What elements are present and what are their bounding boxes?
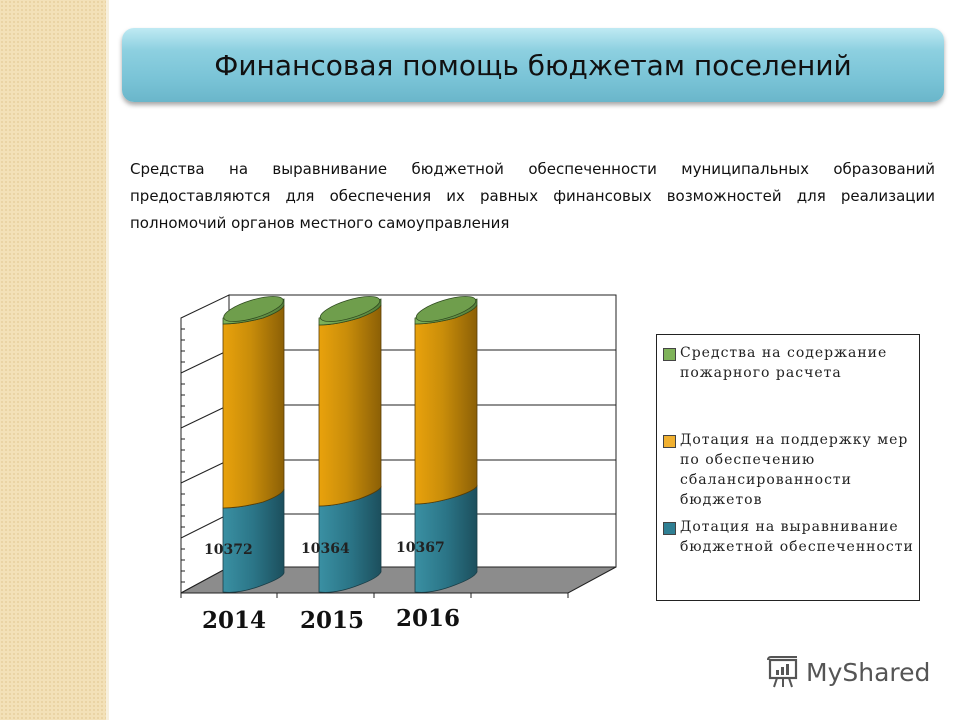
watermark: MyShared xyxy=(766,656,930,688)
page-title: Финансовая помощь бюджетам поселений xyxy=(214,48,852,82)
legend-item-fire-brigade: Средства на содержание пожарного расчета xyxy=(663,343,915,383)
stacked-cylinder-chart: 10372 10364 10367 2014 2015 2016 xyxy=(170,285,630,645)
data-label-2014: 10372 xyxy=(204,542,253,558)
y-axis xyxy=(180,318,185,593)
x-tick-label-2014: 2014 xyxy=(202,607,267,634)
legend-label: Средства на содержание пожарного расчета xyxy=(680,345,888,381)
data-label-2016: 10367 xyxy=(396,540,445,556)
x-axis xyxy=(180,592,569,598)
legend-swatch-green xyxy=(663,348,676,361)
legend-item-balance-subsidy: Дотация на поддержку мер по обеспечению … xyxy=(663,430,915,510)
chart-legend: Средства на содержание пожарного расчета… xyxy=(656,334,920,601)
bar-2015[interactable] xyxy=(318,291,383,593)
legend-label: Дотация на выравнивание бюджетной обеспе… xyxy=(680,519,914,555)
data-label-2015: 10364 xyxy=(301,541,350,557)
decorative-left-strip xyxy=(0,0,106,720)
legend-label: Дотация на поддержку мер по обеспечению … xyxy=(680,432,909,508)
watermark-text: MyShared xyxy=(806,657,931,687)
bar-2016[interactable] xyxy=(414,291,479,593)
legend-swatch-orange xyxy=(663,435,676,448)
x-tick-label-2016: 2016 xyxy=(396,605,461,632)
description-text: Средства на выравнивание бюджетной обесп… xyxy=(130,160,935,232)
decorative-strip-edge xyxy=(106,0,109,720)
title-banner: Финансовая помощь бюджетам поселений xyxy=(122,28,944,102)
presentation-board-icon xyxy=(767,656,798,688)
x-tick-label-2015: 2015 xyxy=(300,607,365,634)
bar-2014[interactable] xyxy=(221,291,286,593)
legend-item-equalization-subsidy: Дотация на выравнивание бюджетной обеспе… xyxy=(663,517,915,557)
chart-side-wall xyxy=(180,294,230,594)
legend-swatch-teal xyxy=(663,522,676,535)
